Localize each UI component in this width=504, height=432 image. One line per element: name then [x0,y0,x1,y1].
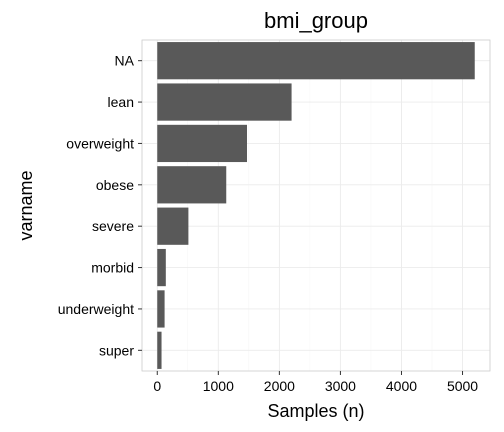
y-tick-label: underweight [58,301,134,317]
bar-morbid [157,248,166,287]
y-axis-title: varname [16,170,36,240]
bars [157,42,475,369]
x-tick-label: 2000 [264,378,295,394]
y-tick-label: severe [92,218,134,234]
y-tick-label: NA [115,53,135,69]
y-axis: NA lean overweight obese severe morbid underwe… [58,53,142,358]
x-tick-label: 3000 [325,378,356,394]
x-tick-label: 5000 [447,378,478,394]
x-tick-label: 0 [153,378,161,394]
bar-underweight [157,290,165,328]
x-axis-title: Samples (n) [267,401,364,421]
panel-border [141,39,491,372]
bar-na [157,42,475,80]
panel [141,39,491,372]
chart-title: bmi_group [264,8,368,33]
y-tick-label: super [99,342,134,358]
y-tick-label: obese [96,177,134,193]
y-tick-label: morbid [91,260,134,276]
bar-severe [157,207,189,245]
y-tick-label: overweight [66,135,134,151]
bar-lean [157,83,292,121]
x-axis: 0 1000 2000 3000 4000 5000 [153,371,478,394]
x-tick-label: 1000 [203,378,234,394]
bar-overweight [157,124,248,163]
bar-super [157,331,162,369]
x-tick-label: 4000 [386,378,417,394]
bar-obese [157,166,227,204]
y-tick-label: lean [108,94,134,110]
